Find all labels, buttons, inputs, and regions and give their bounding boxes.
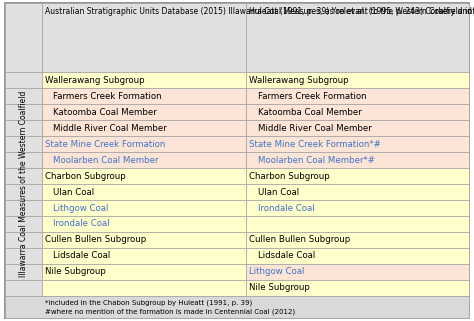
- Bar: [246, 152, 469, 168]
- Bar: [42, 136, 246, 152]
- Bar: [42, 280, 246, 296]
- Bar: [5, 88, 42, 104]
- Bar: [5, 200, 42, 216]
- Text: State Mine Creek Formation: State Mine Creek Formation: [45, 140, 165, 149]
- Bar: [246, 120, 469, 136]
- Text: #where no mention of the formation is made in Centennial Coal (2012): #where no mention of the formation is ma…: [45, 308, 295, 315]
- Text: *included in the Chabon Subgroup by Huleatt (1991, p. 39): *included in the Chabon Subgroup by Hule…: [45, 299, 252, 306]
- Bar: [246, 184, 469, 200]
- Bar: [42, 232, 246, 248]
- Bar: [42, 216, 246, 232]
- Bar: [5, 296, 469, 318]
- Bar: [42, 200, 246, 216]
- Bar: [246, 3, 469, 73]
- Bar: [42, 104, 246, 120]
- Bar: [246, 248, 469, 264]
- Bar: [246, 104, 469, 120]
- Text: Middle River Coal Member: Middle River Coal Member: [53, 124, 167, 133]
- Text: Farmers Creek Formation: Farmers Creek Formation: [53, 92, 162, 101]
- Text: Lithgow Coal: Lithgow Coal: [53, 204, 109, 213]
- Bar: [42, 88, 246, 104]
- Bar: [5, 184, 42, 200]
- Text: Charbon Subgroup: Charbon Subgroup: [249, 172, 330, 181]
- Bar: [42, 73, 246, 88]
- Text: Nile Subgroup: Nile Subgroup: [45, 267, 106, 276]
- Text: Wallerawang Subgroup: Wallerawang Subgroup: [249, 76, 349, 85]
- Text: Illawarra Coal Measures of the Western Coalfield: Illawarra Coal Measures of the Western C…: [19, 91, 28, 277]
- Text: Katoomba Coal Member: Katoomba Coal Member: [258, 108, 361, 117]
- Text: Katoomba Coal Member: Katoomba Coal Member: [53, 108, 157, 117]
- Bar: [5, 168, 42, 184]
- Bar: [246, 232, 469, 248]
- Bar: [5, 73, 42, 88]
- Text: Cullen Bullen Subgroup: Cullen Bullen Subgroup: [45, 235, 146, 244]
- Text: Huleatt (1991, p. 39) Yoo et al. (1995, p. 243) Corkery and Co. (2008, p. 9) Cor: Huleatt (1991, p. 39) Yoo et al. (1995, …: [249, 7, 474, 16]
- Bar: [5, 264, 42, 280]
- Text: Moolarben Coal Member: Moolarben Coal Member: [53, 156, 159, 165]
- Bar: [246, 200, 469, 216]
- Bar: [42, 3, 246, 73]
- Bar: [246, 88, 469, 104]
- Text: Charbon Subgroup: Charbon Subgroup: [45, 172, 126, 181]
- Bar: [5, 136, 42, 152]
- Bar: [5, 280, 42, 296]
- Text: Cullen Bullen Subgroup: Cullen Bullen Subgroup: [249, 235, 350, 244]
- Bar: [246, 168, 469, 184]
- Bar: [5, 3, 42, 73]
- Text: Irondale Coal: Irondale Coal: [53, 220, 110, 229]
- Text: Ulan Coal: Ulan Coal: [53, 187, 94, 196]
- Bar: [42, 152, 246, 168]
- Bar: [246, 264, 469, 280]
- Bar: [5, 152, 42, 168]
- Text: Australian Stratigraphic Units Database (2015) Illawarra Coal Measures, as relev: Australian Stratigraphic Units Database …: [45, 7, 474, 16]
- Text: Nile Subgroup: Nile Subgroup: [249, 283, 310, 292]
- Bar: [42, 264, 246, 280]
- Text: Moolarben Coal Member*#: Moolarben Coal Member*#: [258, 156, 374, 165]
- Bar: [42, 248, 246, 264]
- Bar: [246, 216, 469, 232]
- Text: Middle River Coal Member: Middle River Coal Member: [258, 124, 372, 133]
- Bar: [5, 120, 42, 136]
- Text: Lithgow Coal: Lithgow Coal: [249, 267, 304, 276]
- Bar: [246, 73, 469, 88]
- Text: Lidsdale Coal: Lidsdale Coal: [258, 251, 315, 260]
- Text: Farmers Creek Formation: Farmers Creek Formation: [258, 92, 366, 101]
- Bar: [42, 120, 246, 136]
- Text: Lidsdale Coal: Lidsdale Coal: [53, 251, 110, 260]
- Bar: [246, 136, 469, 152]
- Text: Wallerawang Subgroup: Wallerawang Subgroup: [45, 76, 145, 85]
- Bar: [5, 104, 42, 120]
- Bar: [246, 280, 469, 296]
- Bar: [5, 232, 42, 248]
- Bar: [42, 168, 246, 184]
- Text: State Mine Creek Formation*#: State Mine Creek Formation*#: [249, 140, 381, 149]
- Text: Ulan Coal: Ulan Coal: [258, 187, 299, 196]
- Bar: [42, 184, 246, 200]
- Bar: [5, 248, 42, 264]
- Bar: [5, 216, 42, 232]
- Text: Irondale Coal: Irondale Coal: [258, 204, 314, 213]
